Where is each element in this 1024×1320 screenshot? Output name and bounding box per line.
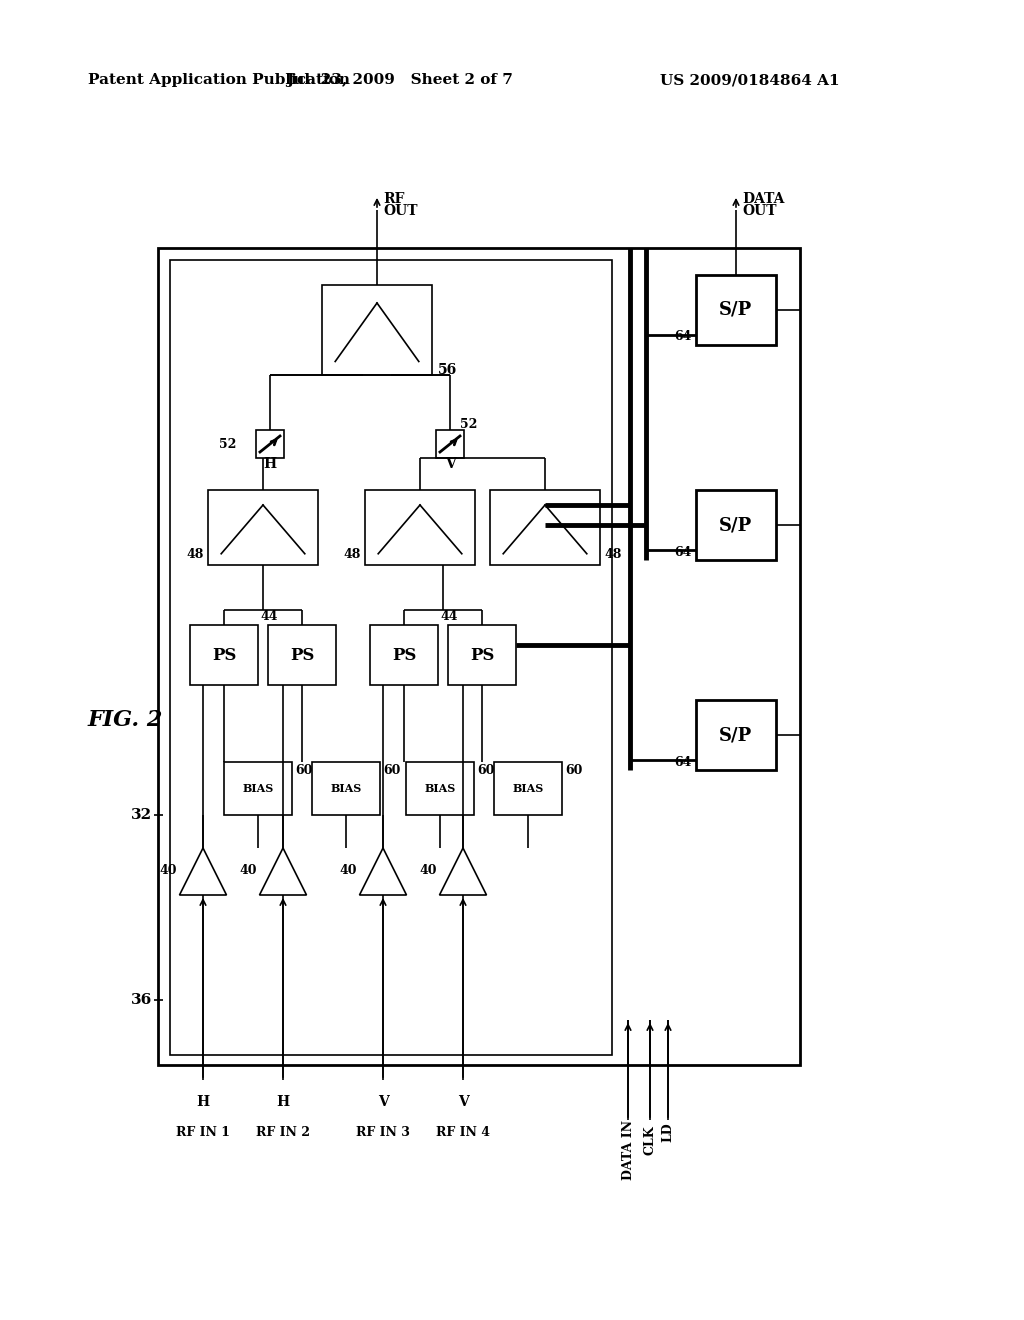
Text: 60: 60 [477, 763, 495, 776]
Text: OUT: OUT [383, 205, 418, 218]
Text: Jul. 23, 2009   Sheet 2 of 7: Jul. 23, 2009 Sheet 2 of 7 [287, 73, 513, 87]
Bar [312, 762, 380, 814]
Bar [696, 490, 776, 560]
Text: V: V [444, 457, 456, 471]
Bar [170, 260, 612, 1055]
Text: V: V [458, 1096, 468, 1109]
Text: 40: 40 [240, 865, 257, 878]
Bar [494, 762, 562, 814]
Bar [256, 430, 284, 458]
Bar [322, 285, 432, 375]
Text: 48: 48 [186, 549, 204, 561]
Text: 52: 52 [219, 437, 236, 450]
Text: S/P: S/P [720, 301, 753, 319]
Text: 64: 64 [675, 755, 692, 768]
Text: LD: LD [662, 1122, 675, 1142]
Text: H: H [197, 1096, 210, 1109]
Text: H: H [263, 457, 276, 471]
Bar [449, 624, 516, 685]
Text: 64: 64 [675, 330, 692, 343]
Text: 56: 56 [438, 363, 458, 378]
Bar [208, 490, 318, 565]
Text: 40: 40 [160, 865, 177, 878]
Bar [436, 430, 464, 458]
Text: CLK: CLK [643, 1125, 656, 1155]
Text: 64: 64 [675, 545, 692, 558]
Text: RF IN 1: RF IN 1 [176, 1126, 230, 1138]
Text: PS: PS [392, 647, 416, 664]
Text: 60: 60 [383, 763, 400, 776]
Text: S/P: S/P [720, 726, 753, 744]
Bar [224, 762, 292, 814]
Bar [696, 700, 776, 770]
Text: Patent Application Publication: Patent Application Publication [88, 73, 350, 87]
Text: FIG. 2: FIG. 2 [88, 709, 164, 731]
Text: 40: 40 [420, 865, 437, 878]
Text: DATA IN: DATA IN [622, 1119, 635, 1180]
Bar [268, 624, 336, 685]
Text: 32: 32 [131, 808, 152, 822]
Text: BIAS: BIAS [243, 783, 273, 793]
Text: 36: 36 [131, 993, 152, 1007]
Text: S/P: S/P [720, 516, 753, 535]
Text: 44: 44 [440, 610, 458, 623]
Text: US 2009/0184864 A1: US 2009/0184864 A1 [660, 73, 840, 87]
Text: OUT: OUT [742, 205, 776, 218]
Text: H: H [276, 1096, 290, 1109]
Text: RF: RF [383, 191, 404, 206]
Bar [490, 490, 600, 565]
Text: PS: PS [290, 647, 314, 664]
Bar [158, 248, 800, 1065]
Text: V: V [378, 1096, 388, 1109]
Bar [406, 762, 474, 814]
Text: 60: 60 [565, 763, 583, 776]
Bar [696, 275, 776, 345]
Bar [370, 624, 438, 685]
Text: 48: 48 [344, 549, 361, 561]
Text: BIAS: BIAS [512, 783, 544, 793]
Text: RF IN 3: RF IN 3 [356, 1126, 410, 1138]
Text: PS: PS [470, 647, 495, 664]
Bar [365, 490, 475, 565]
Text: RF IN 4: RF IN 4 [436, 1126, 490, 1138]
Text: DATA: DATA [742, 191, 784, 206]
Text: 40: 40 [340, 865, 357, 878]
Text: BIAS: BIAS [424, 783, 456, 793]
Text: 48: 48 [604, 549, 622, 561]
Text: 60: 60 [295, 763, 312, 776]
Text: PS: PS [212, 647, 237, 664]
Text: 52: 52 [460, 418, 477, 432]
Bar [190, 624, 258, 685]
Text: BIAS: BIAS [331, 783, 361, 793]
Text: 44: 44 [260, 610, 278, 623]
Text: RF IN 2: RF IN 2 [256, 1126, 310, 1138]
